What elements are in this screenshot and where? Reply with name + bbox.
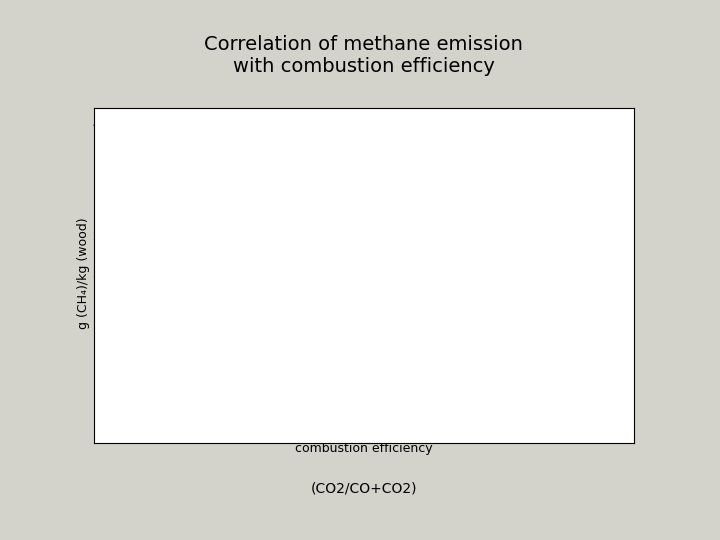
X-axis label: combustion efficiency: combustion efficiency bbox=[294, 442, 433, 455]
Point bbox=[166, 222, 178, 231]
Point bbox=[116, 146, 127, 154]
Point bbox=[418, 372, 430, 380]
Point bbox=[328, 328, 339, 336]
Text: (CO2/CO+CO2): (CO2/CO+CO2) bbox=[310, 482, 417, 496]
Point bbox=[529, 376, 541, 384]
Point bbox=[318, 302, 329, 310]
Point bbox=[479, 401, 490, 409]
Point bbox=[338, 329, 349, 338]
Point bbox=[519, 378, 531, 387]
Point bbox=[343, 334, 355, 342]
Text: Correlation of methane emission
with combustion efficiency: Correlation of methane emission with com… bbox=[204, 35, 523, 76]
Point bbox=[519, 387, 531, 396]
Point bbox=[227, 198, 238, 206]
Legend: Zambian mound kiln [Hao&Ward, 1994], Savanna Burning [Hao&Ward, 1993], Ivory Coa: Zambian mound kiln [Hao&Ward, 1994], Sav… bbox=[379, 129, 611, 170]
Point bbox=[217, 205, 228, 214]
Point bbox=[297, 278, 309, 287]
Y-axis label: g (CH₄)/kg (wood): g (CH₄)/kg (wood) bbox=[77, 217, 90, 328]
